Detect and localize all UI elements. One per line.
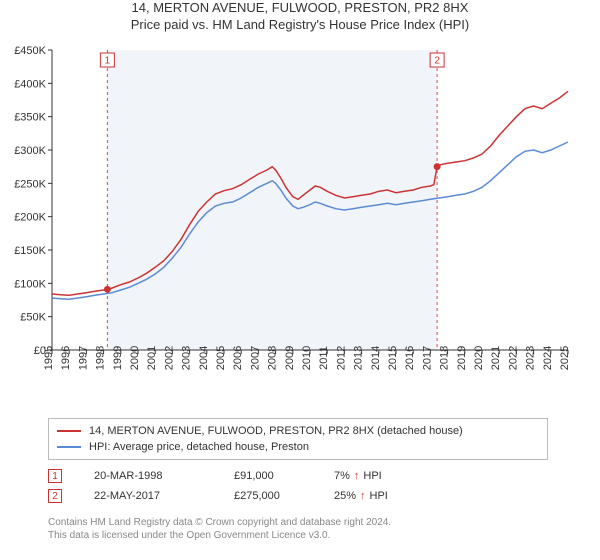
arrow-up-icon: ↑ bbox=[354, 470, 360, 482]
ytick-label: £200K bbox=[14, 212, 46, 224]
xtick-label: 2016 bbox=[404, 346, 416, 370]
xtick-label: 2023 bbox=[525, 346, 537, 370]
xtick-label: 2020 bbox=[473, 346, 485, 370]
chart-titles: 14, MERTON AVENUE, FULWOOD, PRESTON, PR2… bbox=[0, 0, 600, 34]
legend-swatch bbox=[57, 446, 81, 448]
ytick-label: £250K bbox=[14, 178, 46, 190]
xtick-label: 2008 bbox=[267, 346, 279, 370]
xtick-label: 2025 bbox=[559, 346, 571, 370]
ytick-label: £400K bbox=[14, 78, 46, 90]
chart-svg: £0£50K£100K£150K£200K£250K£300K£350K£400… bbox=[0, 38, 600, 408]
title-main: 14, MERTON AVENUE, FULWOOD, PRESTON, PR2… bbox=[0, 0, 600, 17]
xtick-label: 1998 bbox=[95, 346, 107, 370]
event-row: 2 22-MAY-2017£275,00025% ↑ HPI bbox=[48, 486, 548, 506]
event-pct-suffix: HPI bbox=[370, 490, 388, 502]
event-date: 22-MAY-2017 bbox=[94, 490, 234, 502]
xtick-label: 2015 bbox=[387, 346, 399, 370]
ytick-label: £350K bbox=[14, 112, 46, 124]
legend-row: HPI: Average price, detached house, Pres… bbox=[57, 439, 539, 455]
xtick-label: 2018 bbox=[439, 346, 451, 370]
attribution-line2: This data is licensed under the Open Gov… bbox=[48, 529, 548, 542]
xtick-label: 2001 bbox=[146, 346, 158, 370]
xtick-label: 1996 bbox=[60, 346, 72, 370]
xtick-label: 2007 bbox=[249, 346, 261, 370]
xtick-label: 2000 bbox=[129, 346, 141, 370]
xtick-label: 2003 bbox=[181, 346, 193, 370]
event-num-box: 1 bbox=[48, 469, 62, 483]
xtick-label: 1997 bbox=[77, 346, 89, 370]
xtick-label: 2006 bbox=[232, 346, 244, 370]
shaded-band bbox=[107, 50, 437, 350]
xtick-label: 2021 bbox=[490, 346, 502, 370]
event-pct: 7% ↑HPI bbox=[334, 470, 382, 482]
sale-point bbox=[434, 163, 441, 170]
event-price: £91,000 bbox=[234, 470, 334, 482]
legend-swatch bbox=[57, 430, 81, 432]
ytick-label: £150K bbox=[14, 245, 46, 257]
xtick-label: 2009 bbox=[284, 346, 296, 370]
event-price: £275,000 bbox=[234, 490, 334, 502]
event-marker-num: 1 bbox=[105, 56, 111, 67]
event-row: 1 20-MAR-1998£91,0007% ↑HPI bbox=[48, 466, 548, 486]
chart-area: £0£50K£100K£150K£200K£250K£300K£350K£400… bbox=[0, 38, 600, 408]
xtick-label: 2017 bbox=[421, 346, 433, 370]
ytick-label: £50K bbox=[20, 312, 46, 324]
title-sub: Price paid vs. HM Land Registry's House … bbox=[0, 17, 600, 34]
xtick-label: 2019 bbox=[456, 346, 468, 370]
event-pct-value: 25% bbox=[334, 490, 356, 502]
attribution: Contains HM Land Registry data © Crown c… bbox=[48, 516, 548, 542]
xtick-label: 2005 bbox=[215, 346, 227, 370]
xtick-label: 2014 bbox=[370, 346, 382, 370]
xtick-label: 1995 bbox=[43, 346, 55, 370]
xtick-label: 2022 bbox=[507, 346, 519, 370]
event-marker-num: 2 bbox=[434, 56, 440, 67]
event-pct: 25% ↑ HPI bbox=[334, 490, 388, 502]
sale-point bbox=[104, 286, 111, 293]
xtick-label: 2012 bbox=[335, 346, 347, 370]
event-date: 20-MAR-1998 bbox=[94, 470, 234, 482]
legend-label: 14, MERTON AVENUE, FULWOOD, PRESTON, PR2… bbox=[89, 425, 463, 437]
ytick-label: £450K bbox=[14, 45, 46, 57]
legend-row: 14, MERTON AVENUE, FULWOOD, PRESTON, PR2… bbox=[57, 423, 539, 439]
legend-label: HPI: Average price, detached house, Pres… bbox=[89, 441, 309, 453]
legend: 14, MERTON AVENUE, FULWOOD, PRESTON, PR2… bbox=[48, 418, 548, 460]
event-pct-suffix: HPI bbox=[363, 470, 381, 482]
xtick-label: 2010 bbox=[301, 346, 313, 370]
xtick-label: 2024 bbox=[542, 346, 554, 370]
xtick-label: 2013 bbox=[353, 346, 365, 370]
xtick-label: 1999 bbox=[112, 346, 124, 370]
attribution-line1: Contains HM Land Registry data © Crown c… bbox=[48, 516, 548, 529]
xtick-label: 2004 bbox=[198, 346, 210, 370]
ytick-label: £300K bbox=[14, 145, 46, 157]
xtick-label: 2002 bbox=[163, 346, 175, 370]
ytick-label: £100K bbox=[14, 278, 46, 290]
event-num-box: 2 bbox=[48, 489, 62, 503]
event-pct-value: 7% bbox=[334, 470, 350, 482]
events-table: 120-MAR-1998£91,0007%↑HPI222-MAY-2017£27… bbox=[48, 466, 548, 506]
arrow-up-icon: ↑ bbox=[360, 490, 366, 502]
